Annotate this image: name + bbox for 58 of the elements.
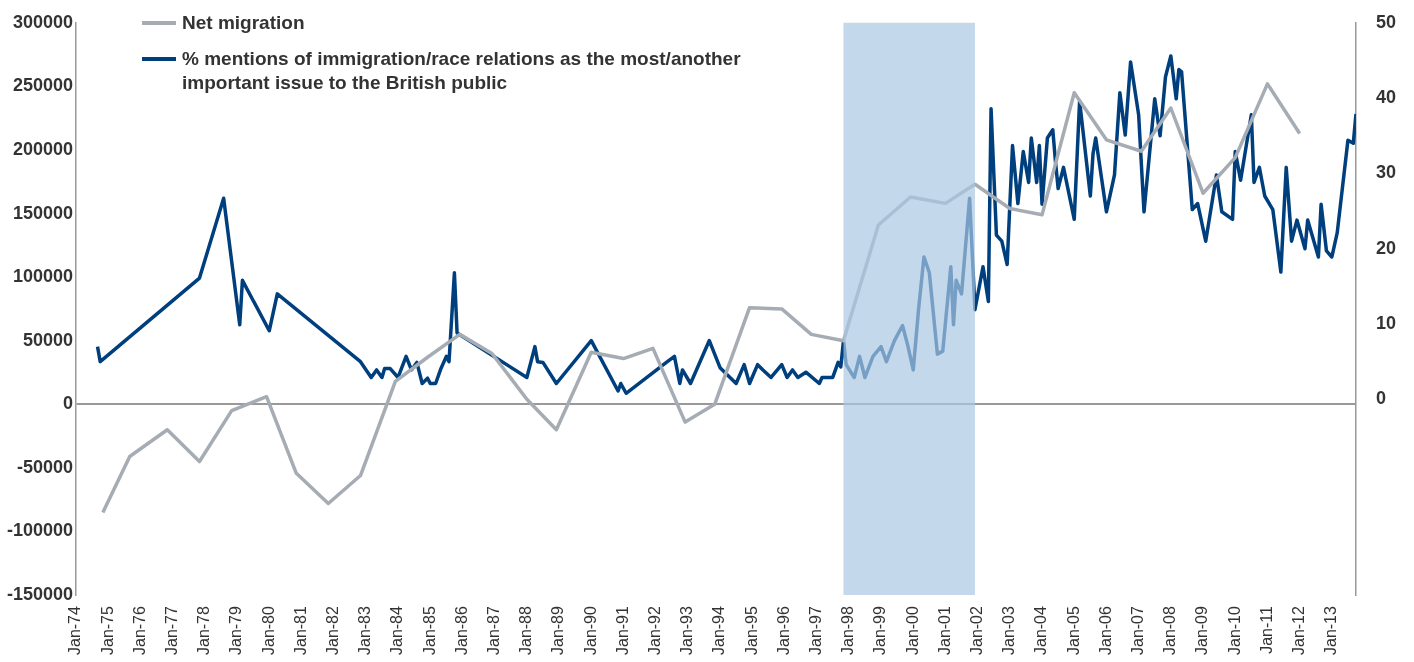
x-tick-label: Jan-98 [839,605,857,655]
x-tick-label: Jan-09 [1193,605,1211,655]
y-tick-label: 100000 [12,266,74,287]
x-tick-label: Jan-11 [1257,605,1275,654]
x-tick-label: Jan-07 [1129,605,1147,655]
x-tick-label: Jan-94 [710,605,728,655]
x-tick-label: Jan-99 [871,605,889,655]
y2-tick-label: 40 [1375,87,1397,108]
x-tick-label: Jan-12 [1290,605,1308,655]
x-tick-label: Jan-90 [581,605,599,655]
x-tick-label: Jan-78 [195,605,213,655]
y2-tick-label: 50 [1375,11,1397,32]
x-tick-label: Jan-10 [1225,605,1243,655]
y-tick-label: 200000 [12,138,74,159]
y-tick-label: -100000 [7,520,74,541]
y-tick-label: 50000 [23,329,74,350]
x-tick-label: Jan-02 [968,605,986,655]
legend-label: % mentions of immigration/race relations as the most/another important issue to the British public [182,46,742,95]
x-tick-label: Jan-79 [227,605,245,655]
x-tick-label: Jan-00 [903,605,921,655]
x-tick-label: Jan-93 [678,605,696,655]
x-tick-label: Jan-88 [517,605,535,655]
y-tick-label: 150000 [12,202,74,223]
x-tick-label: Jan-84 [388,605,406,655]
x-tick-label: Jan-97 [807,605,825,655]
x-tick-label: Jan-86 [452,605,470,655]
y2-tick-label: 10 [1375,312,1397,333]
x-tick-label: Jan-76 [130,605,148,655]
x-tick-label: Jan-05 [1064,605,1082,655]
y-tick-label: 300000 [12,11,74,32]
x-tick-label: Jan-83 [356,605,374,655]
x-tick-label: Jan-08 [1161,605,1179,655]
x-tick-label: Jan-13 [1322,605,1340,655]
x-tick-label: Jan-75 [98,605,116,655]
x-tick-label: Jan-03 [1000,605,1018,655]
x-tick-label: Jan-80 [259,605,277,655]
x-tick-label: Jan-85 [420,605,438,655]
y-tick-label: 250000 [12,75,74,96]
x-tick-label: Jan-87 [485,605,503,655]
x-tick-label: Jan-81 [291,605,309,655]
legend-label: Net migration [182,10,305,35]
x-tick-label: Jan-91 [613,605,631,655]
x-tick-label: Jan-82 [324,605,342,655]
x-tick-label: Jan-06 [1096,605,1114,655]
x-tick-label: Jan-04 [1032,605,1050,655]
y2-tick-label: 30 [1375,162,1397,183]
y-tick-label: -50000 [17,456,74,477]
x-tick-label: Jan-74 [66,605,84,655]
x-tick-label: Jan-89 [549,605,567,655]
x-tick-label: Jan-77 [163,605,181,655]
x-tick-label: Jan-01 [935,605,953,655]
y-tick-label: 0 [63,393,74,414]
x-tick-label: Jan-96 [774,605,792,655]
y-tick-label: -150000 [7,584,74,605]
y2-tick-label: 20 [1375,237,1397,258]
x-tick-label: Jan-95 [742,605,760,655]
y2-tick-label: 0 [1375,388,1386,409]
x-tick-label: Jan-92 [646,605,664,655]
